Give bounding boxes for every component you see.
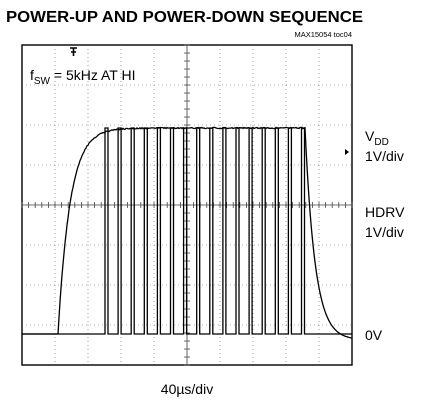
channel-name: HDRV (365, 204, 405, 220)
figure-tag: MAX15054 toc04 (294, 30, 352, 39)
timebase-label: 40µs/div (161, 381, 213, 397)
channel-name-sub: DD (374, 137, 388, 148)
scope-figure: POWER-UP AND POWER-DOWN SEQUENCE MAX1505… (0, 0, 423, 407)
annotation-sub: SW (34, 76, 51, 87)
figure-title: POWER-UP AND POWER-DOWN SEQUENCE (6, 9, 363, 26)
ground-label: 0V (365, 327, 383, 343)
channel-scale: 1V/div (365, 148, 404, 164)
channel-scale: 1V/div (365, 224, 404, 240)
annotation-rest: = 5kHz AT HI (50, 67, 135, 83)
channel-name: VDD (365, 128, 389, 148)
